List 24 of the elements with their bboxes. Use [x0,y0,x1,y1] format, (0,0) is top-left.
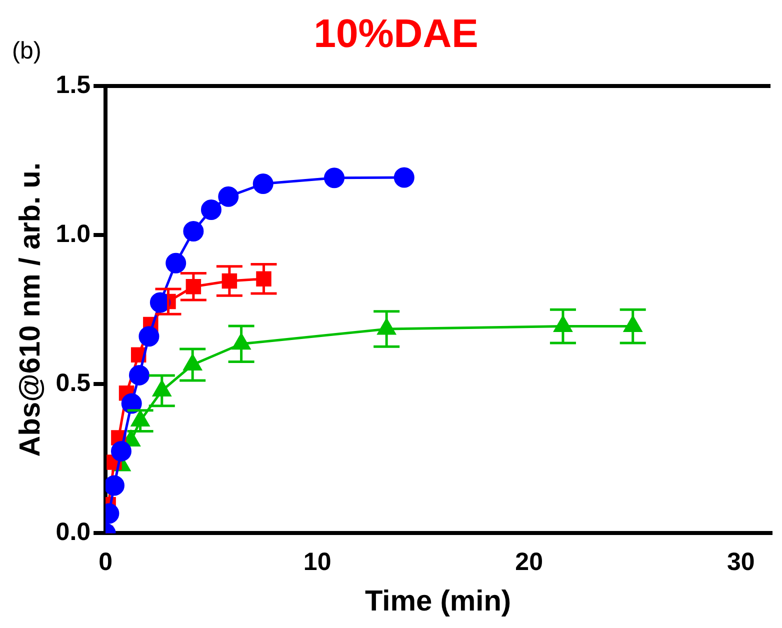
point [394,167,414,188]
point [138,326,160,347]
point [166,252,186,274]
x-tick-label: 20 [515,548,543,576]
y-tick-label: 1.5 [56,70,91,99]
point [121,393,142,414]
y-tick-label: 0.0 [56,518,91,546]
point [324,168,345,188]
text: (b) [12,38,42,65]
y-tick-label: 0.5 [56,369,91,398]
chart-title: 10%DAE [314,12,478,56]
y-axis-title: Abs@610 nm / arb. u. [14,162,46,457]
point [252,174,274,194]
x-axis-title: Time (min) [364,586,512,618]
x-tick-label: 0 [98,548,113,576]
x-tick-label: 10 [303,548,332,576]
point [200,199,222,220]
x-tick-label: 30 [726,548,755,576]
point [110,440,132,462]
point [218,186,239,207]
y-tick-label: 1.0 [56,220,91,248]
point [150,292,170,313]
point [183,220,204,242]
point [128,364,150,386]
